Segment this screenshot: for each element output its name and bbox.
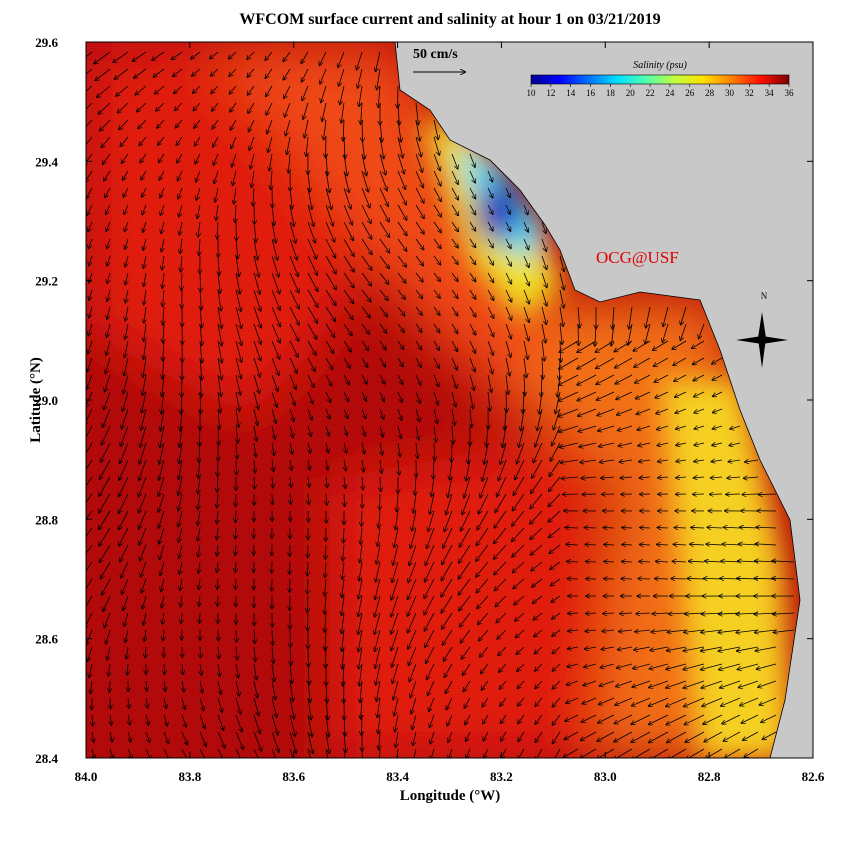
y-tick-label: 29.0 bbox=[35, 393, 58, 408]
current-vector bbox=[565, 527, 578, 528]
current-vector bbox=[622, 561, 632, 562]
current-vector bbox=[742, 494, 758, 495]
x-tick-label: 83.4 bbox=[386, 769, 409, 784]
colorbar-tick-label: 28 bbox=[705, 88, 715, 98]
current-vector bbox=[217, 596, 218, 606]
colorbar-tick-label: 32 bbox=[745, 88, 754, 98]
y-tick-label: 28.8 bbox=[35, 512, 58, 527]
colorbar-tick-label: 36 bbox=[785, 88, 795, 98]
scale-label: 50 cm/s bbox=[413, 47, 458, 62]
colorbar-tick-label: 18 bbox=[606, 88, 616, 98]
colorbar-tick-label: 14 bbox=[566, 88, 576, 98]
x-tick-label: 82.6 bbox=[802, 769, 825, 784]
annotation: OCG@USF bbox=[596, 248, 679, 267]
y-tick-label: 29.6 bbox=[35, 35, 58, 50]
y-tick-label: 28.6 bbox=[35, 632, 58, 647]
current-vector bbox=[109, 681, 110, 692]
y-tick-label: 28.4 bbox=[35, 751, 58, 766]
x-tick-label: 84.0 bbox=[75, 769, 98, 784]
current-vector bbox=[687, 578, 704, 579]
current-vector bbox=[307, 613, 308, 630]
colorbar-scale bbox=[531, 75, 789, 84]
colorbar-tick-label: 16 bbox=[586, 88, 596, 98]
x-tick-label: 82.8 bbox=[698, 769, 721, 784]
y-tick-label: 29.4 bbox=[35, 154, 58, 169]
y-tick-label: 29.2 bbox=[35, 274, 58, 289]
current-vector bbox=[586, 561, 596, 562]
current-vector bbox=[235, 579, 236, 589]
x-tick-label: 83.6 bbox=[282, 769, 305, 784]
x-axis-label: Longitude (°W) bbox=[400, 788, 501, 804]
current-vector bbox=[604, 561, 614, 562]
current-vector bbox=[758, 494, 776, 495]
current-vector bbox=[674, 527, 686, 528]
current-vector bbox=[584, 527, 596, 528]
current-vector bbox=[199, 613, 200, 623]
colorbar-tick-label: 20 bbox=[626, 88, 636, 98]
colorbar-tick-label: 22 bbox=[646, 88, 655, 98]
title: WFCOM surface current and salinity at ho… bbox=[239, 11, 660, 28]
salinity-field bbox=[76, 42, 813, 770]
colorbar-tick-label: 26 bbox=[685, 88, 695, 98]
colorbar-tick-label: 24 bbox=[665, 88, 675, 98]
x-tick-label: 83.8 bbox=[178, 769, 201, 784]
current-vector bbox=[164, 664, 165, 674]
x-tick-label: 83.0 bbox=[594, 769, 617, 784]
current-vector bbox=[568, 613, 578, 614]
current-vector bbox=[254, 477, 255, 489]
colorbar-label: Salinity (psu) bbox=[633, 60, 687, 71]
colorbar-tick-label: 34 bbox=[765, 88, 775, 98]
compass-label: N bbox=[761, 291, 768, 301]
x-tick-label: 83.2 bbox=[490, 769, 513, 784]
colorbar-tick-label: 10 bbox=[527, 88, 537, 98]
colorbar-tick-label: 12 bbox=[546, 88, 555, 98]
colorbar-tick-label: 30 bbox=[725, 88, 735, 98]
